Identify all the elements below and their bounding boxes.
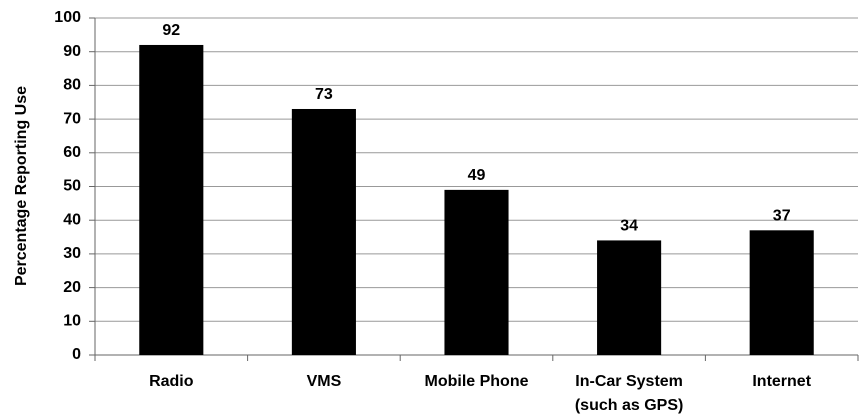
bar (597, 240, 662, 355)
y-tick-label: 80 (63, 77, 81, 94)
x-tick-label: VMS (307, 373, 342, 390)
x-tick-label: Radio (149, 373, 194, 390)
y-tick-label: 40 (63, 211, 81, 228)
y-tick-label: 20 (63, 279, 81, 296)
y-tick-label: 30 (63, 245, 81, 262)
y-tick-label: 50 (63, 178, 81, 195)
x-tick-label: Mobile Phone (425, 373, 529, 390)
data-label: 92 (162, 22, 180, 39)
y-tick-label: 100 (54, 9, 81, 26)
y-tick-label: 70 (63, 110, 81, 127)
y-tick-label: 10 (63, 313, 81, 330)
data-label: 49 (468, 167, 486, 184)
y-axis-label: Percentage Reporting Use (13, 86, 30, 286)
bar (749, 230, 814, 355)
data-label: 37 (773, 208, 791, 225)
x-tick-label: In-Car System (such as GPS) (575, 373, 683, 414)
y-tick-label: 0 (72, 346, 81, 363)
data-label: 34 (620, 218, 638, 235)
y-tick-label: 60 (63, 144, 81, 161)
bar (444, 189, 509, 355)
x-tick-label-line: (such as GPS) (575, 397, 683, 414)
x-tick-label: Internet (752, 373, 811, 390)
bar (139, 44, 204, 356)
x-tick-label-line: In-Car System (575, 373, 683, 390)
y-tick-label: 90 (63, 43, 81, 60)
bar (291, 108, 356, 356)
data-label: 73 (315, 86, 333, 103)
